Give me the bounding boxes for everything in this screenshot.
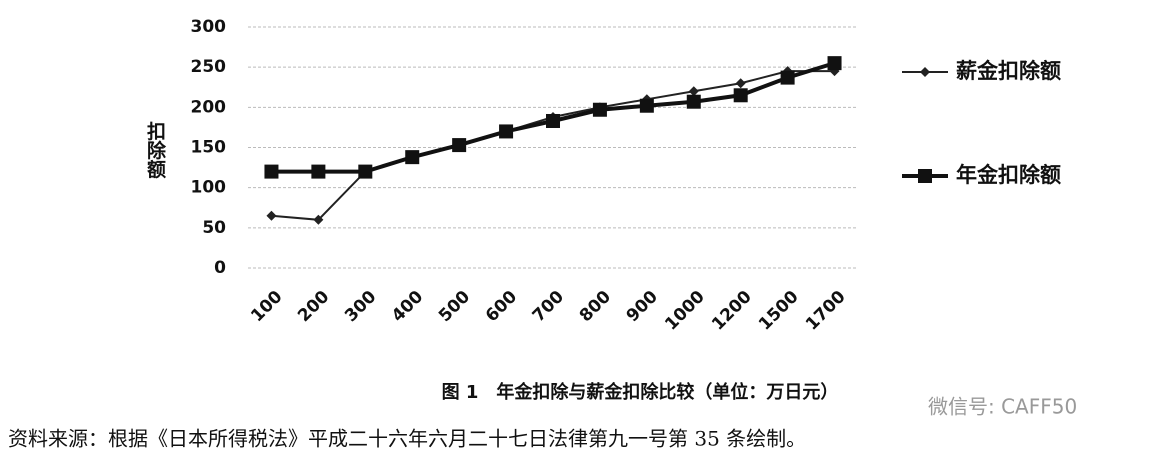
line-marker xyxy=(452,138,467,153)
y-tick-label: 250 xyxy=(191,57,227,77)
watermark: 微信号: CAFF50 xyxy=(928,395,1077,419)
line-marker xyxy=(639,98,654,113)
x-tick-label: 1200 xyxy=(708,287,756,335)
source-note: 资料来源：根据《日本所得税法》平成二十六年六月二十七日法律第九一号第 35 条绘… xyxy=(8,427,806,451)
y-tick-label: 100 xyxy=(191,178,227,198)
line-marker xyxy=(264,164,279,179)
x-tick-label: 900 xyxy=(623,287,662,326)
legend-label: 年金扣除额 xyxy=(956,163,1061,187)
line-marker xyxy=(358,164,373,179)
y-axis-label: 扣除额 xyxy=(144,120,166,179)
y-tick-label: 300 xyxy=(191,17,227,37)
line-marker xyxy=(920,67,930,77)
x-tick-label: 500 xyxy=(435,287,474,326)
y-tick-label: 150 xyxy=(191,138,227,158)
x-tick-label: 800 xyxy=(576,287,615,326)
chart-title: 图 1 年金扣除与薪金扣除比较（单位：万日元） xyxy=(442,381,839,403)
line-marker xyxy=(827,56,842,71)
y-tick-label: 0 xyxy=(214,258,226,278)
y-tick-label: 50 xyxy=(202,218,226,238)
line-marker xyxy=(918,169,932,183)
line-marker xyxy=(405,150,420,165)
x-tick-label: 1000 xyxy=(661,287,709,335)
line-marker xyxy=(686,94,701,109)
x-tick-label: 1700 xyxy=(802,287,850,335)
legend-label: 薪金扣除额 xyxy=(956,59,1061,83)
x-tick-label: 300 xyxy=(341,287,380,326)
line-marker xyxy=(266,210,277,221)
line-marker xyxy=(688,86,699,97)
x-tick-label: 400 xyxy=(388,287,427,326)
x-tick-label: 200 xyxy=(294,287,333,326)
line-marker xyxy=(311,164,326,179)
line-marker xyxy=(592,102,607,117)
x-tick-label: 600 xyxy=(482,287,521,326)
x-tick-label: 1500 xyxy=(755,287,803,335)
line-marker xyxy=(499,124,514,139)
line-marker xyxy=(313,214,324,225)
x-tick-label: 100 xyxy=(247,287,286,326)
x-tick-label: 700 xyxy=(529,287,568,326)
line-marker xyxy=(780,70,795,85)
y-tick-label: 200 xyxy=(191,97,227,117)
line-marker xyxy=(546,113,560,128)
line-marker xyxy=(733,88,748,103)
line-marker xyxy=(735,78,746,89)
